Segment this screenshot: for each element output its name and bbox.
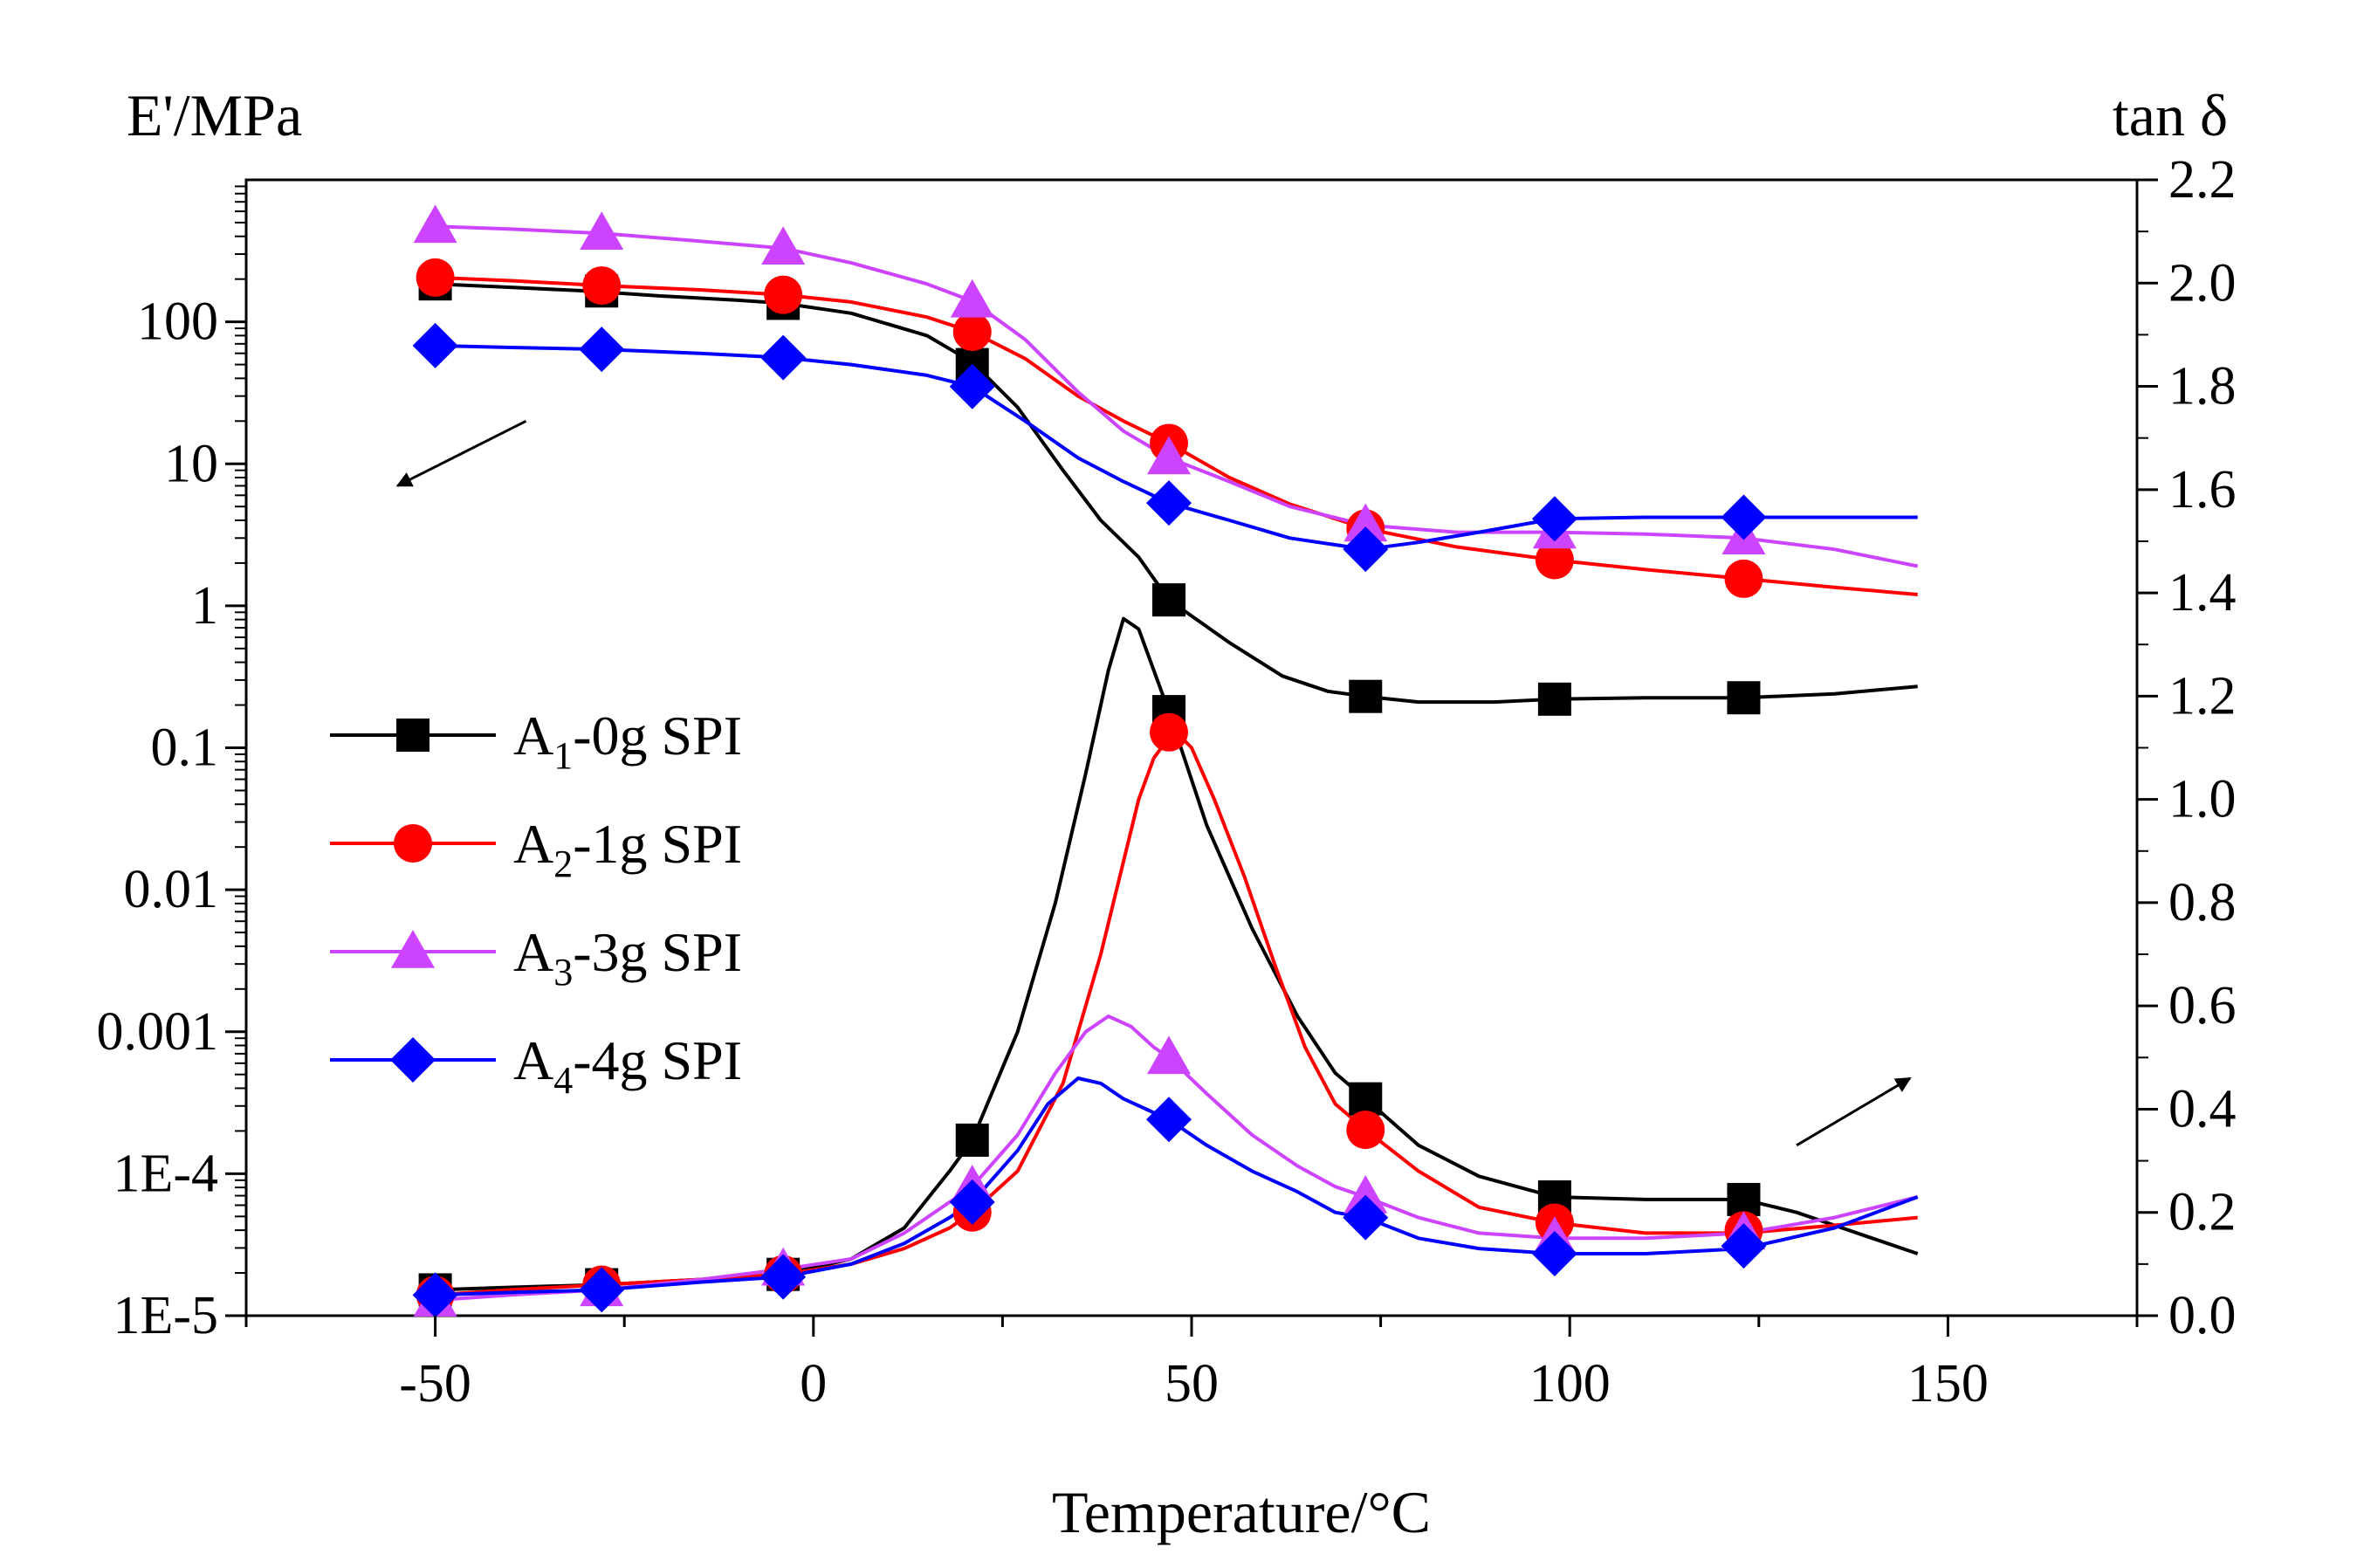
- left-tick-label: 0.001: [97, 1002, 219, 1062]
- legend-marker: [394, 824, 432, 863]
- series-2-modulus-point: [764, 275, 803, 314]
- series-1-modulus-point: [1152, 583, 1186, 617]
- right-axis: 0.0 0.2 0.4 0.6 0.8 1.0 1.2 1.4 1.6 1.8 2.0 2.2: [2137, 150, 2237, 1345]
- series-4-modulus-point: [1343, 526, 1389, 573]
- series-1-modulus-point: [1537, 682, 1571, 716]
- left-tick-label: 0.1: [151, 719, 219, 778]
- series-1-tan-delta-point: [1349, 1082, 1383, 1116]
- left-tick-label: 1: [191, 576, 218, 636]
- left-axis-arrow: [395, 419, 527, 487]
- series-4-tan-delta-point: [1721, 1223, 1767, 1269]
- x-tick-label: 0: [800, 1354, 827, 1413]
- right-tick-label: 1.8: [2168, 357, 2237, 416]
- series-3-modulus-line: [435, 224, 1919, 568]
- series-3-tan-delta-line: [435, 1014, 1919, 1303]
- series-3-tan-delta-point: [1147, 1035, 1192, 1075]
- x-tick-label: 100: [1529, 1354, 1611, 1413]
- right-axis-arrow: [1796, 1076, 1912, 1147]
- series-3-modulus-point: [1343, 503, 1388, 542]
- series-4-tan-delta-point: [412, 1272, 458, 1318]
- series-4-modulus-point: [949, 363, 995, 409]
- right-tick-label: 2.2: [2168, 150, 2237, 210]
- x-tick-label: -50: [399, 1354, 471, 1413]
- legend-label: A2-1g SPI: [513, 813, 742, 885]
- right-tick-label: 0.2: [2168, 1183, 2237, 1242]
- series-3-modulus-point: [761, 226, 806, 265]
- series-4-modulus-line: [435, 343, 1918, 552]
- legend-label: A3-3g SPI: [513, 921, 742, 994]
- right-tick-label: 0.0: [2168, 1286, 2237, 1345]
- right-tick-label: 1.4: [2168, 563, 2237, 622]
- series-4-tan-delta-point: [579, 1267, 625, 1313]
- x-tick-label: 50: [1165, 1354, 1219, 1413]
- series-4-tan-delta-point: [1146, 1097, 1192, 1143]
- left-axis-title: E'/MPa: [127, 82, 302, 148]
- series-4-tan-delta-point: [949, 1179, 995, 1225]
- series-2-modulus-point: [952, 313, 992, 352]
- left-tick-label: 1E-4: [113, 1144, 218, 1203]
- series-4-tan-delta-line: [435, 1076, 1919, 1297]
- legend-label: A4-4g SPI: [513, 1029, 742, 1102]
- right-tick-label: 0.6: [2168, 976, 2237, 1035]
- markers: [412, 204, 1767, 1318]
- series-1-tan-delta-point: [955, 1123, 989, 1157]
- series-2-modulus-point: [1724, 559, 1763, 598]
- legend-marker: [396, 719, 429, 752]
- left-tick-label: 100: [137, 292, 218, 352]
- series-1-modulus-point: [1727, 681, 1761, 715]
- series-2-tan-delta-point: [1346, 1111, 1385, 1150]
- left-tick-label: 0.01: [124, 860, 219, 919]
- right-tick-label: 0.8: [2168, 873, 2237, 932]
- series-4-modulus-point: [1146, 480, 1192, 526]
- series-4-modulus-point: [1531, 496, 1577, 542]
- series-1-tan-delta-point: [1727, 1182, 1761, 1216]
- legend-marker: [391, 930, 435, 968]
- series-3-modulus-point: [580, 211, 624, 251]
- right-axis-title: tan δ: [2113, 82, 2228, 148]
- series-1-modulus-point: [1349, 679, 1383, 713]
- series-3-tan-delta-point: [1343, 1174, 1388, 1214]
- left-axis: 1E-5 1E-4 0.001 0.01 0.1 1 10 100: [97, 185, 246, 1345]
- right-tick-label: 2.0: [2168, 253, 2237, 313]
- series-2-tan-delta-point: [1150, 712, 1189, 752]
- right-tick-label: 1.0: [2168, 770, 2237, 829]
- x-axis: -50 0 50 100 150: [244, 1316, 2139, 1413]
- right-tick-label: 1.2: [2168, 666, 2237, 726]
- series-4-modulus-point: [412, 322, 458, 368]
- series-3-modulus-point: [1147, 436, 1192, 475]
- series-4-tan-delta-point: [760, 1254, 807, 1300]
- legend-marker: [390, 1037, 436, 1083]
- legend-label: A1-0g SPI: [513, 705, 742, 777]
- series-2-modulus-point: [1535, 540, 1574, 580]
- series-4-modulus-point: [579, 327, 625, 373]
- annotations: [395, 419, 1912, 1147]
- left-tick-label: 1E-5: [113, 1286, 218, 1345]
- series-4-tan-delta-point: [1531, 1231, 1577, 1277]
- right-tick-label: 1.6: [2168, 460, 2237, 519]
- series-3-modulus-point: [950, 279, 994, 318]
- x-tick-label: 150: [1907, 1354, 1989, 1413]
- right-tick-label: 0.4: [2168, 1079, 2237, 1138]
- series-3-modulus-point: [413, 204, 457, 244]
- x-axis-title: Temperature/°C: [1052, 1479, 1431, 1545]
- series-4-tan-delta-point: [1343, 1194, 1389, 1241]
- series-4-modulus-point: [1721, 494, 1767, 540]
- series-2-modulus-point: [416, 258, 455, 297]
- series-2-modulus-line: [435, 275, 1918, 596]
- series-2-modulus-point: [582, 266, 622, 306]
- left-tick-label: 10: [164, 434, 218, 493]
- legend: A1-0g SPI A2-1g SPI A3-3g SPI A4-4g SPI: [330, 705, 742, 1102]
- series-4-modulus-point: [760, 334, 807, 381]
